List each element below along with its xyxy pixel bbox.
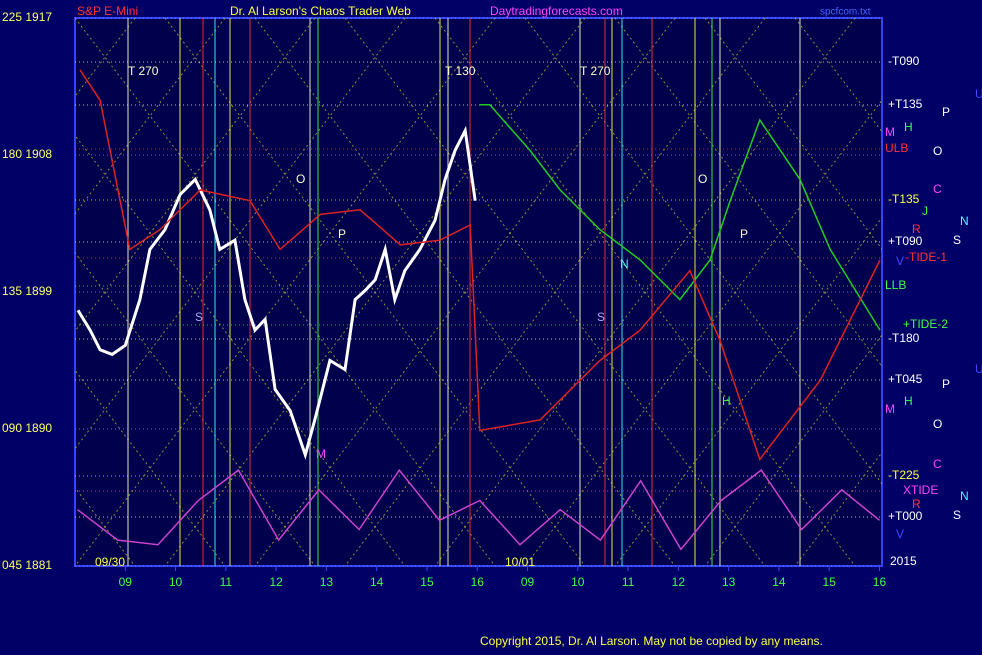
x-tick-label: 12 <box>269 575 283 589</box>
symbol: S&P E-Mini <box>77 4 138 18</box>
right-label: N <box>960 214 969 228</box>
y-tick-label: 090 1890 <box>2 421 52 435</box>
lattice-line <box>75 369 226 566</box>
x-tick-label: 15 <box>420 575 434 589</box>
annotation: O <box>698 172 707 186</box>
annotation: S <box>597 310 605 324</box>
annotation: H <box>722 394 731 408</box>
x-tick-label: 13 <box>320 575 334 589</box>
series-line <box>479 104 881 331</box>
lattice-line <box>434 18 856 566</box>
right-label: LLB <box>885 278 906 292</box>
x-tick-label: 13 <box>722 575 736 589</box>
right-label: +TIDE-2 <box>903 317 948 331</box>
lattice-line <box>704 334 882 566</box>
copyright: Copyright 2015, Dr. Al Larson. May not b… <box>480 634 823 648</box>
x-tick-label: 16 <box>471 575 485 589</box>
x-tick-label: 10 <box>571 575 585 589</box>
right-label: -T135 <box>888 192 920 206</box>
right-label: S <box>953 233 961 247</box>
x-tick-label: 11 <box>220 575 233 589</box>
series-line <box>77 468 880 551</box>
x-tick-label: 09 <box>521 575 535 589</box>
right-label: M <box>885 125 895 139</box>
right-label: U <box>975 87 982 101</box>
x-tick-label: 09 <box>119 575 133 589</box>
annotation: O <box>296 172 305 186</box>
right-label: +T045 <box>888 372 923 386</box>
right-label: P <box>942 105 950 119</box>
right-label: -TIDE-1 <box>905 250 947 264</box>
x-tick-label: 12 <box>672 575 686 589</box>
lattice-line <box>75 18 226 215</box>
right-label: P <box>942 377 950 391</box>
annotation: T 130 <box>445 64 476 78</box>
right-label: -T090 <box>888 54 920 68</box>
right-label: U <box>975 362 982 376</box>
right-label: S <box>953 508 961 522</box>
annotation: P <box>740 227 748 241</box>
right-label: H <box>904 120 913 134</box>
file-name: spcfcom.txt <box>820 7 871 18</box>
right-label: -T180 <box>888 331 920 345</box>
y-tick-label: 225 1917 <box>2 10 52 24</box>
right-label: O <box>933 417 942 431</box>
right-label: V <box>896 527 904 541</box>
y-tick-label: 180 1908 <box>2 147 52 161</box>
plot-area <box>74 17 883 567</box>
right-label: N <box>960 489 969 503</box>
series-line <box>76 125 477 461</box>
right-label: XTIDE <box>903 483 938 497</box>
right-label: +T135 <box>888 97 923 111</box>
site: Daytradingforecasts.com <box>490 4 623 18</box>
right-label: C <box>933 457 942 471</box>
annotation: S <box>195 310 203 324</box>
right-label: +T000 <box>888 509 923 523</box>
x-tick-label: 16 <box>873 575 887 589</box>
y-tick-label: 135 1899 <box>2 284 52 298</box>
x-tick-label: 15 <box>823 575 837 589</box>
chart-title: Dr. Al Larson's Chaos Trader Web <box>230 4 411 18</box>
right-label: +T090 <box>888 234 923 248</box>
right-label: J <box>922 204 928 218</box>
right-label: V <box>896 254 904 268</box>
right-label: O <box>933 144 942 158</box>
x-tick-label: 11 <box>622 575 635 589</box>
right-label: -T225 <box>888 468 920 482</box>
lattice-line <box>794 451 882 566</box>
annotation: M <box>316 447 326 461</box>
lattice-line <box>794 18 882 133</box>
lattice-line <box>75 18 496 566</box>
lattice-line <box>614 216 882 566</box>
right-label: ULB <box>885 141 908 155</box>
right-label: R <box>912 222 921 236</box>
x-tick-label: 10 <box>169 575 183 589</box>
x-tick-label: 14 <box>370 575 384 589</box>
lattice-line <box>75 18 316 332</box>
right-label: M <box>885 402 895 416</box>
lattice-line <box>704 18 882 250</box>
annotation: 10/01 <box>505 555 535 569</box>
right-label: C <box>933 182 942 196</box>
annotation: T 270 <box>128 64 159 78</box>
right-label: R <box>912 497 921 511</box>
annotation: T 270 <box>580 64 611 78</box>
annotation: 09/30 <box>95 555 125 569</box>
annotation: N <box>620 257 629 271</box>
annotation: P <box>338 227 346 241</box>
x-tick-label: 14 <box>772 575 786 589</box>
series-line <box>79 69 881 461</box>
y-tick-label: 045 1881 <box>2 558 52 572</box>
right-label: 2015 <box>890 554 917 568</box>
right-label: H <box>904 394 913 408</box>
